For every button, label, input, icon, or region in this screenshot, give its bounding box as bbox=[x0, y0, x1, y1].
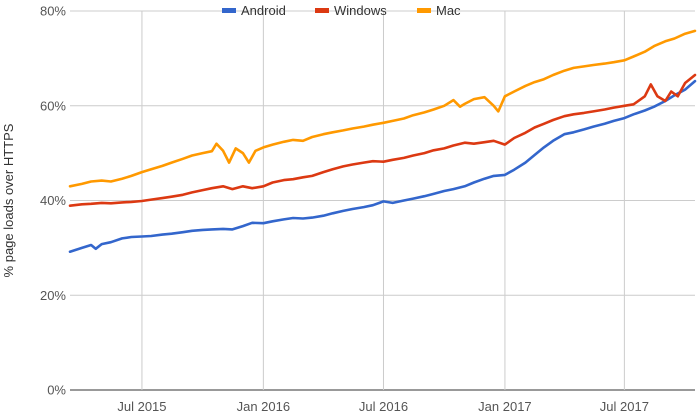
axis-labels: 0% 20% 40% 60% 80% Jul 2015 Jan 2016 Jul 2016 Ja… bbox=[1, 4, 649, 415]
x-tick-label: Jan 2017 bbox=[478, 399, 532, 414]
series-line-windows bbox=[68, 73, 697, 207]
legend-label-windows: Windows bbox=[334, 3, 387, 18]
y-tick-label: 80% bbox=[40, 4, 66, 19]
y-tick-label: 60% bbox=[40, 98, 66, 113]
series-lines bbox=[68, 29, 697, 253]
series-line-android bbox=[68, 79, 697, 253]
x-tick-label: Jul 2016 bbox=[359, 399, 408, 414]
y-axis-title: % page loads over HTTPS bbox=[1, 123, 16, 277]
legend-swatch-mac bbox=[417, 8, 431, 13]
legend-label-android: Android bbox=[241, 3, 286, 18]
legend-label-mac: Mac bbox=[436, 3, 461, 18]
legend-swatch-android bbox=[222, 8, 236, 13]
legend-swatch-windows bbox=[315, 8, 329, 13]
legend: Android Windows Mac bbox=[222, 3, 461, 18]
x-tick-label: Jul 2017 bbox=[600, 399, 649, 414]
x-tick-label: Jul 2015 bbox=[117, 399, 166, 414]
series-line-mac bbox=[68, 29, 697, 188]
y-tick-label: 20% bbox=[40, 288, 66, 303]
x-tick-label: Jan 2016 bbox=[237, 399, 291, 414]
y-tick-label: 0% bbox=[47, 383, 66, 398]
y-tick-label: 40% bbox=[40, 193, 66, 208]
